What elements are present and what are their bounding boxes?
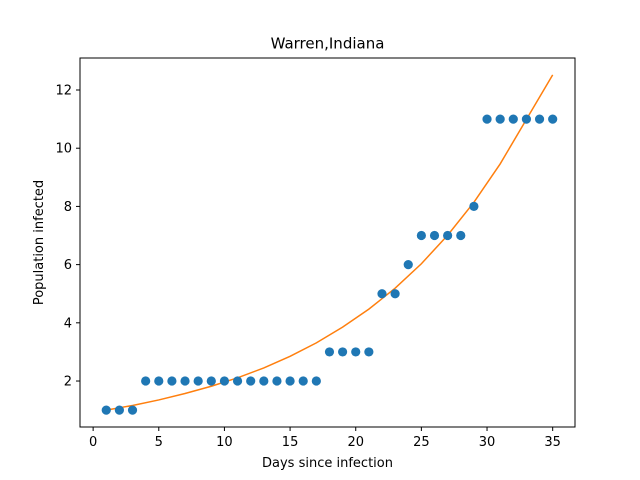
data-point	[521, 114, 532, 124]
x-tick-label: 20	[347, 435, 364, 450]
scatter-series	[101, 114, 558, 415]
data-point	[246, 376, 256, 386]
data-point	[154, 376, 164, 386]
data-point	[101, 405, 111, 415]
data-point	[443, 230, 453, 241]
y-tick-label: 2	[64, 375, 72, 390]
data-point	[114, 405, 124, 415]
data-point	[495, 114, 505, 124]
data-point	[469, 201, 479, 212]
x-tick-label: 5	[155, 435, 163, 450]
x-tick-label: 15	[282, 435, 299, 450]
data-point	[416, 230, 426, 241]
data-point	[403, 260, 413, 270]
data-point	[232, 376, 243, 386]
plot-area	[101, 74, 558, 415]
data-point	[219, 376, 230, 386]
x-axis-label: Days since infection	[262, 456, 393, 471]
data-point	[338, 347, 348, 357]
data-point	[508, 114, 518, 124]
x-tick-label: 25	[413, 435, 430, 450]
data-point	[272, 376, 282, 386]
data-point	[482, 114, 492, 124]
x-tick-label: 10	[216, 435, 233, 450]
data-point	[259, 376, 269, 386]
fit-curve-line	[106, 74, 554, 411]
data-point	[193, 376, 203, 386]
x-tick-label: 0	[89, 435, 97, 450]
x-axis: 0 5 10 15 20 25 30 35	[89, 427, 561, 450]
y-axis: 2 4 6 8 10 12	[55, 84, 80, 390]
plot-frame	[79, 57, 576, 428]
data-point	[456, 230, 466, 241]
y-tick-label: 4	[64, 316, 72, 331]
data-point	[429, 230, 440, 241]
data-point	[311, 376, 321, 386]
y-tick-label: 6	[64, 258, 72, 273]
data-point	[390, 289, 400, 299]
data-point	[364, 347, 374, 357]
y-tick-label: 12	[55, 84, 72, 99]
data-point	[180, 376, 190, 386]
y-tick-label: 8	[64, 200, 72, 215]
data-point	[285, 376, 295, 386]
fit-curve-series	[106, 74, 554, 411]
data-point	[377, 289, 387, 299]
data-point	[127, 405, 138, 415]
x-tick-label: 35	[544, 435, 561, 450]
data-point	[324, 347, 335, 357]
data-point	[298, 376, 308, 386]
data-point	[141, 376, 151, 386]
data-point	[167, 376, 177, 386]
x-tick-label: 30	[479, 435, 496, 450]
data-point	[206, 376, 216, 386]
y-axis-label: Population infected	[32, 180, 47, 305]
data-point	[351, 347, 361, 357]
y-tick-label: 10	[55, 142, 72, 157]
data-point	[548, 114, 558, 124]
chart-title: Warren,Indiana	[271, 35, 385, 53]
data-point	[534, 114, 545, 124]
